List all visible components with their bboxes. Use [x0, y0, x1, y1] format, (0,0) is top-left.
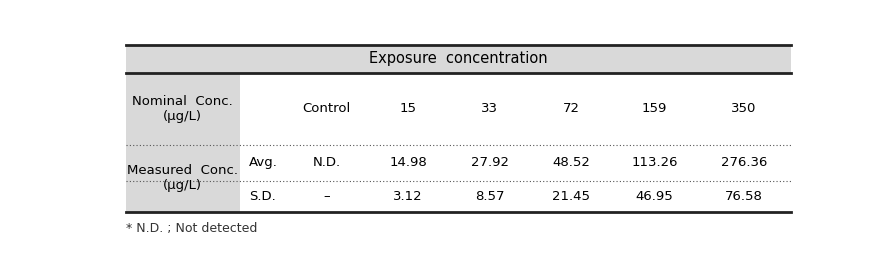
Text: 27.92: 27.92 [471, 156, 509, 169]
Text: –: – [324, 190, 330, 203]
Text: 159: 159 [642, 102, 667, 115]
Text: 8.57: 8.57 [476, 190, 505, 203]
Bar [126, 181, 240, 212]
Text: 3.12: 3.12 [393, 190, 423, 203]
Text: 33: 33 [482, 102, 499, 115]
Bar [240, 181, 790, 212]
Text: * N.D. ; Not detected: * N.D. ; Not detected [126, 222, 257, 235]
Bar [240, 145, 790, 181]
Text: 14.98: 14.98 [389, 156, 427, 169]
Bar [126, 145, 240, 181]
Text: 72: 72 [563, 102, 580, 115]
Text: N.D.: N.D. [313, 156, 341, 169]
Text: 21.45: 21.45 [552, 190, 590, 203]
Text: Nominal  Conc.
(μg/L): Nominal Conc. (μg/L) [132, 95, 233, 123]
Text: 15: 15 [400, 102, 417, 115]
Text: Control: Control [303, 102, 351, 115]
Text: Measured  Conc.
(μg/L): Measured Conc. (μg/L) [127, 164, 238, 192]
Text: 48.52: 48.52 [552, 156, 590, 169]
Text: 113.26: 113.26 [631, 156, 678, 169]
Text: Exposure  concentration: Exposure concentration [369, 51, 547, 67]
Text: 76.58: 76.58 [725, 190, 763, 203]
Text: Avg.: Avg. [249, 156, 277, 169]
Bar [240, 73, 790, 145]
Text: 276.36: 276.36 [721, 156, 767, 169]
Bar [126, 73, 240, 145]
Text: S.D.: S.D. [249, 190, 276, 203]
Text: 46.95: 46.95 [636, 190, 673, 203]
Bar [126, 45, 790, 73]
Text: 350: 350 [731, 102, 757, 115]
